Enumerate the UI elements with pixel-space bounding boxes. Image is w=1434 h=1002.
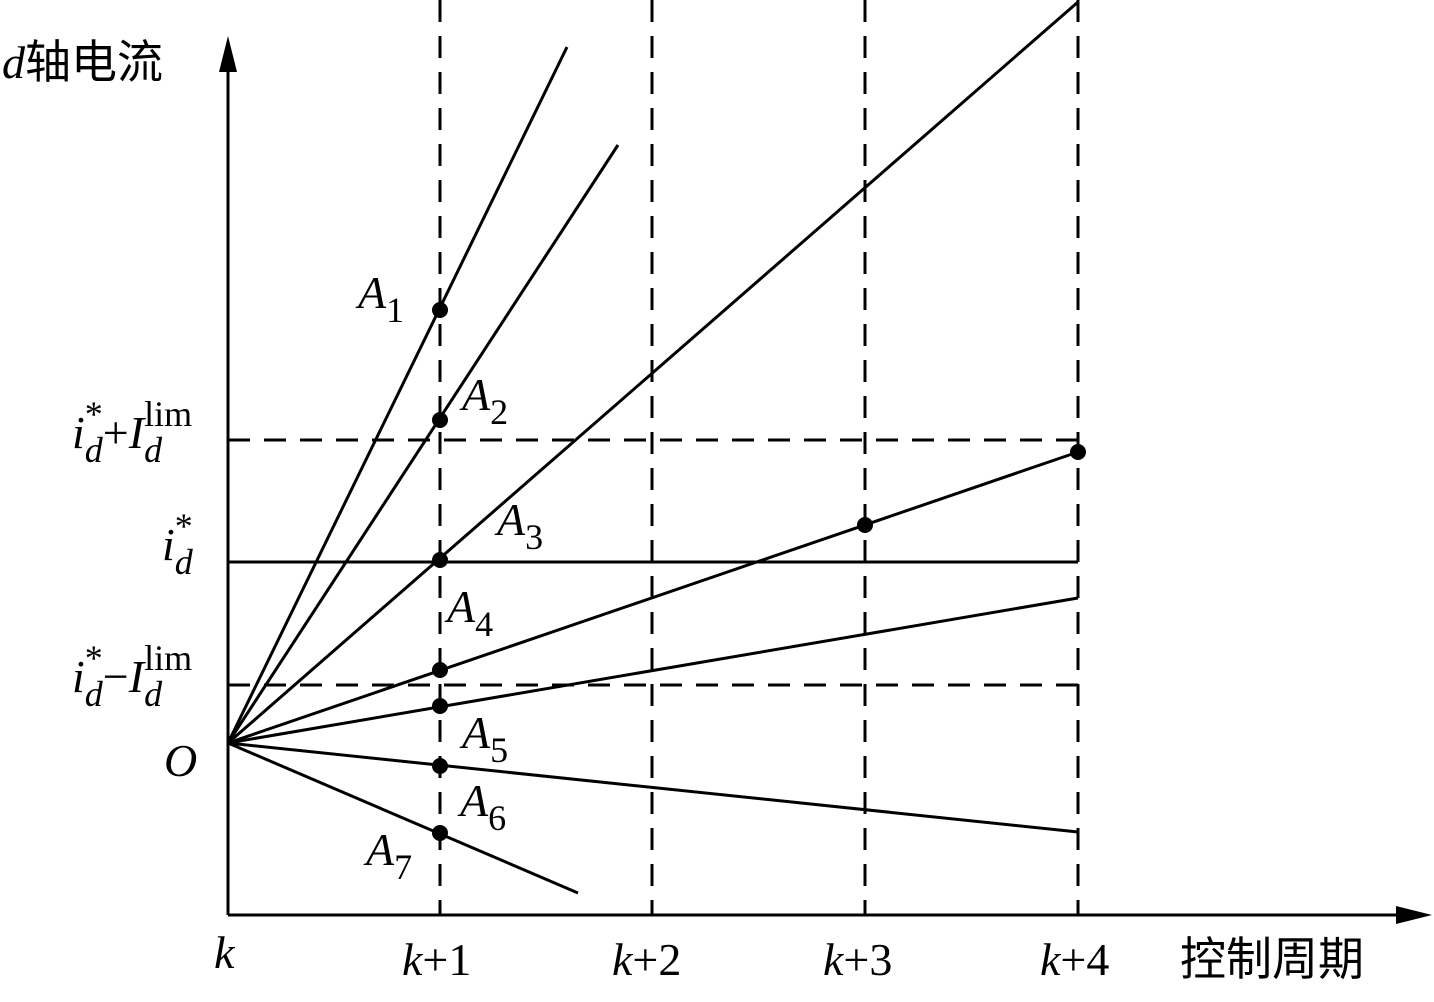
label-part: − — [103, 651, 129, 702]
label-part: I — [128, 407, 147, 458]
label-part: lim — [144, 638, 192, 678]
trajectory — [227, 0, 1079, 745]
point-label: A1 — [355, 267, 404, 330]
label-part: 6 — [488, 798, 506, 838]
label-part: 2 — [490, 392, 508, 432]
point — [432, 758, 448, 774]
trajectory — [227, 596, 1079, 745]
y-axis-title: d轴电流 — [2, 37, 163, 88]
point-label: A4 — [444, 581, 493, 644]
x-tick-label: k — [214, 927, 236, 978]
label-part: k — [402, 934, 424, 985]
label-part: k — [214, 927, 236, 978]
label-part: A — [363, 824, 395, 875]
label-part: i — [162, 519, 175, 570]
grid — [228, 0, 1080, 915]
label-part: d — [85, 674, 104, 714]
label-part: d — [85, 430, 104, 470]
origin-label: O — [164, 735, 197, 786]
label-part: A — [355, 267, 387, 318]
label-part: A — [459, 369, 491, 420]
label-part: d — [2, 37, 26, 88]
trajectory — [226, 144, 620, 744]
label-part: +3 — [843, 934, 892, 985]
label-part: * — [85, 638, 103, 678]
level-label: id*−Idlim — [72, 638, 192, 714]
label-part: +4 — [1060, 934, 1109, 985]
label-part: i — [72, 407, 85, 458]
label-part: k — [612, 934, 634, 985]
label-part: A — [444, 581, 476, 632]
trajectory — [227, 741, 1079, 834]
point — [432, 825, 448, 841]
label-part: + — [103, 407, 129, 458]
label-part: i — [72, 651, 85, 702]
points — [432, 302, 1086, 841]
label-part: A — [494, 494, 526, 545]
point — [432, 552, 448, 568]
label-part: I — [128, 651, 147, 702]
arrow — [219, 36, 237, 72]
label-part: k — [823, 934, 845, 985]
label-part: k — [1040, 934, 1062, 985]
label-part: 4 — [475, 604, 493, 644]
label-part: 控制周期 — [1180, 934, 1364, 985]
point — [432, 412, 448, 428]
label-part: +1 — [422, 934, 471, 985]
label-part: lim — [144, 394, 192, 434]
point-label: A3 — [494, 494, 543, 557]
label-part: d — [175, 542, 194, 582]
trajectories — [226, 0, 1079, 895]
label-part: d — [144, 430, 163, 470]
point-label: A6 — [457, 775, 506, 838]
label-part: 3 — [525, 517, 543, 557]
x-tick-label: k+2 — [612, 934, 681, 985]
x-axis-title: 控制周期 — [1180, 934, 1364, 985]
label-part: O — [164, 735, 197, 786]
label-part: 7 — [394, 847, 412, 887]
x-tick-label: k+4 — [1040, 934, 1109, 985]
trajectory — [226, 46, 569, 744]
label-part: A — [457, 775, 489, 826]
point — [432, 698, 448, 714]
axes — [219, 36, 1432, 924]
point-label: A7 — [363, 824, 412, 887]
x-tick-label: k+3 — [823, 934, 892, 985]
label-part: * — [175, 506, 193, 546]
label-part: 5 — [490, 730, 508, 770]
level-label: id*+Idlim — [72, 394, 192, 470]
label-part: +2 — [632, 934, 681, 985]
arrow — [1396, 906, 1432, 924]
level-label: id* — [162, 506, 194, 582]
point — [432, 662, 448, 678]
point — [432, 302, 448, 318]
label-part: * — [85, 394, 103, 434]
label-part: d — [144, 674, 163, 714]
trajectory — [227, 741, 579, 895]
point — [1070, 444, 1086, 460]
label-part: A — [459, 707, 491, 758]
point-label: A5 — [459, 707, 508, 770]
point-label: A2 — [459, 369, 508, 432]
x-tick-label: k+1 — [402, 934, 471, 985]
point — [857, 517, 873, 533]
label-part: 轴电流 — [25, 37, 163, 88]
label-part: 1 — [386, 290, 404, 330]
trajectory — [227, 450, 1079, 745]
